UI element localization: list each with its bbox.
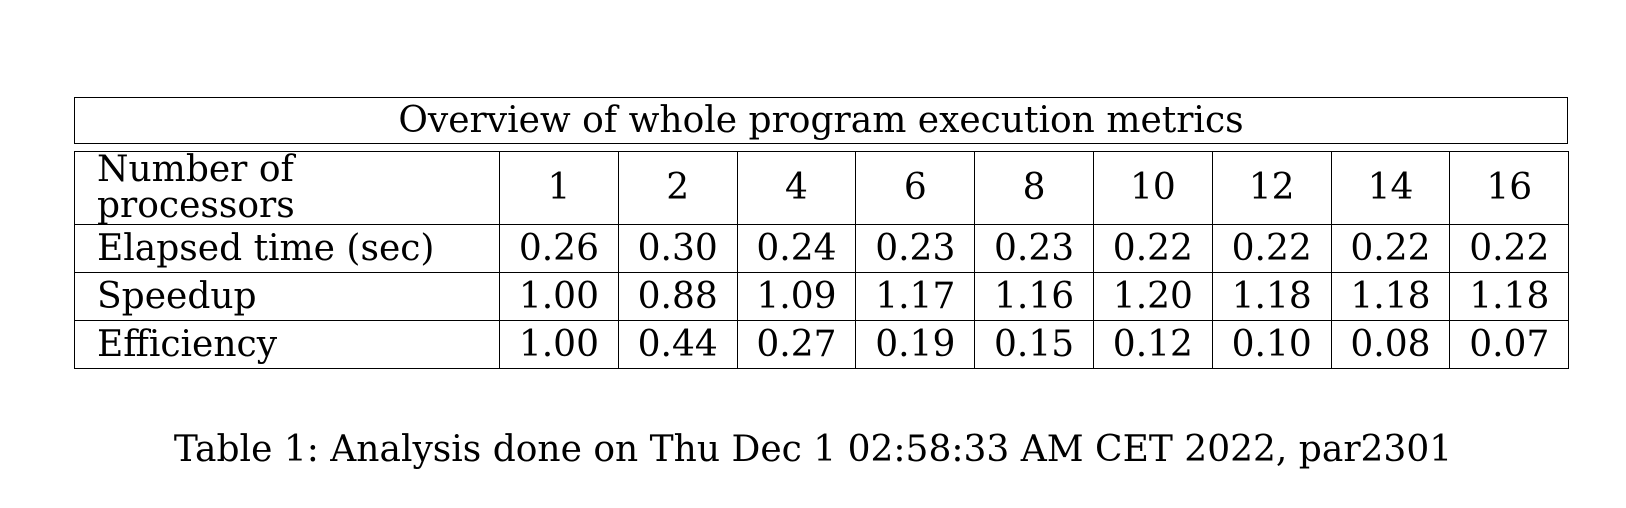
table-cell: 0.22 [1092,224,1213,273]
table-cell: 16 [1449,151,1570,225]
table-cell: 0.26 [499,224,619,273]
table-cell: 1.17 [855,272,976,321]
table-cell: 0.23 [974,224,1094,273]
row-header-processors: Number of processors [74,151,500,225]
table-row: Efficiency 1.00 0.44 0.27 0.19 0.15 0.12… [74,320,1570,369]
table-cell: 0.27 [736,320,857,369]
table-cell: 1.20 [1092,272,1213,321]
table-cell: 0.22 [1449,224,1570,273]
table-cell: 0.07 [1449,320,1570,369]
table-cell: 4 [736,151,857,225]
table-cell: 1.16 [974,272,1094,321]
table-cell: 0.19 [855,320,976,369]
table-cell: 2 [617,151,738,225]
table-cell: 1.18 [1211,272,1332,321]
metrics-table: Number of processors 1 2 4 6 8 10 12 14 … [74,151,1570,369]
table-cell: 0.12 [1092,320,1213,369]
table-cell: 1.00 [499,320,619,369]
table-cell: 0.88 [617,272,738,321]
table-cell: 0.08 [1330,320,1451,369]
table-cell: 0.30 [617,224,738,273]
row-header-elapsed-time: Elapsed time (sec) [74,224,500,273]
table-cell: 0.44 [617,320,738,369]
table-row: Speedup 1.00 0.88 1.09 1.17 1.16 1.20 1.… [74,272,1570,321]
table-cell: 1.09 [736,272,857,321]
table-cell: 10 [1092,151,1213,225]
table-cell: 0.24 [736,224,857,273]
table-cell: 0.23 [855,224,976,273]
row-header-speedup: Speedup [74,272,500,321]
table-cell: 1 [499,151,619,225]
table-row: Elapsed time (sec) 0.26 0.30 0.24 0.23 0… [74,224,1570,273]
table-cell: 6 [855,151,976,225]
table-cell: 0.22 [1330,224,1451,273]
row-header-efficiency: Efficiency [74,320,500,369]
table-cell: 8 [974,151,1094,225]
table-caption: Table 1: Analysis done on Thu Dec 1 02:5… [173,429,1453,470]
table-cell: 1.18 [1330,272,1451,321]
table-cell: 12 [1211,151,1332,225]
table-title: Overview of whole program execution metr… [74,97,1568,144]
table-cell: 0.15 [974,320,1094,369]
table-cell: 14 [1330,151,1451,225]
table-row: Number of processors 1 2 4 6 8 10 12 14 … [74,151,1570,225]
table-cell: 0.10 [1211,320,1332,369]
table-cell: 0.22 [1211,224,1332,273]
table-cell: 1.00 [499,272,619,321]
table-cell: 1.18 [1449,272,1570,321]
metrics-table-container: Overview of whole program execution metr… [74,97,1570,369]
